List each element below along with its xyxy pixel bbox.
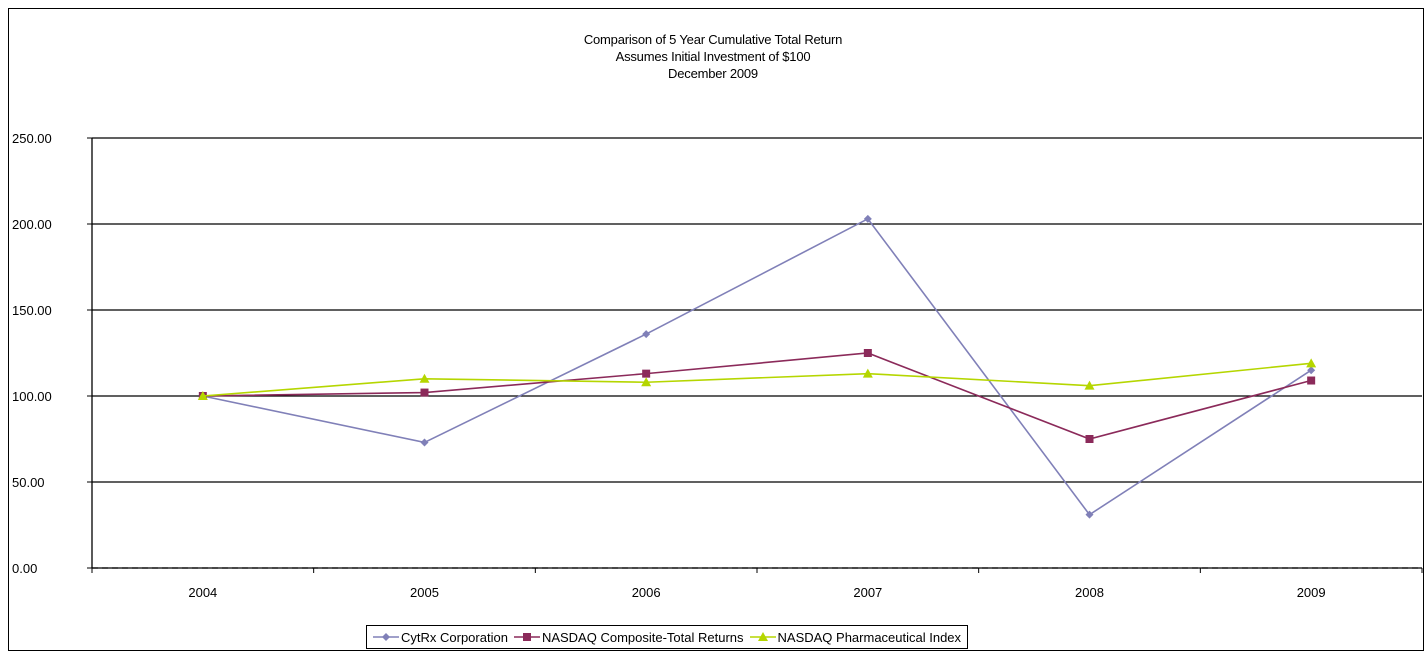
x-tick-label: 2008 (1075, 585, 1104, 600)
legend-entry: NASDAQ Composite-Total Returns (513, 629, 744, 645)
data-point (863, 349, 872, 357)
x-tick-label: 2006 (632, 585, 661, 600)
data-point (1306, 358, 1317, 368)
x-tick-label: 2007 (853, 585, 882, 600)
series-line-1 (202, 217, 1312, 516)
data-point (863, 214, 872, 223)
y-tick-label: 150.00 (12, 303, 52, 318)
data-point (1084, 380, 1095, 390)
series-line-2 (202, 352, 1312, 440)
legend-swatch (749, 632, 776, 641)
data-point (1085, 435, 1094, 443)
data-point (642, 330, 651, 339)
x-tick-label: 2004 (188, 585, 217, 600)
chart-date-line: December 2009 (668, 66, 758, 81)
legend-label: NASDAQ Pharmaceutical Index (777, 629, 962, 645)
series-line-3 (202, 362, 1312, 397)
y-tick-label: 200.00 (12, 217, 52, 232)
legend-label: CytRx Corporation (401, 629, 508, 645)
data-point (197, 391, 208, 400)
y-tick-label: 0.00 (12, 561, 37, 576)
data-point (420, 388, 429, 397)
data-point (641, 377, 652, 387)
x-tick-label: 2005 (410, 585, 439, 600)
x-tick-label: 2009 (1297, 585, 1326, 600)
y-tick-label: 50.00 (12, 475, 45, 490)
chart-subtitle: Assumes Initial Investment of $100 (615, 49, 811, 64)
chart-title: Comparison of 5 Year Cumulative Total Re… (583, 32, 843, 47)
chart-frame (8, 8, 1424, 651)
legend-entry: CytRx Corporation (373, 630, 508, 645)
legend-swatch (373, 633, 399, 641)
y-tick-label: 250.00 (12, 131, 52, 146)
legend-entry: NASDAQ Pharmaceutical Index (749, 629, 962, 645)
y-tick-label: 100.00 (12, 389, 52, 404)
legend-label: NASDAQ Composite-Total Returns (541, 629, 744, 645)
data-point (1085, 510, 1094, 519)
data-point (642, 369, 651, 378)
data-point (862, 368, 873, 378)
data-point (419, 373, 430, 383)
data-point (1307, 366, 1316, 375)
legend-swatch (513, 633, 540, 641)
chart-legend: CytRx Corporation NASDAQ Composite-Total … (366, 625, 969, 649)
data-point (420, 438, 429, 447)
data-point (1307, 376, 1316, 385)
